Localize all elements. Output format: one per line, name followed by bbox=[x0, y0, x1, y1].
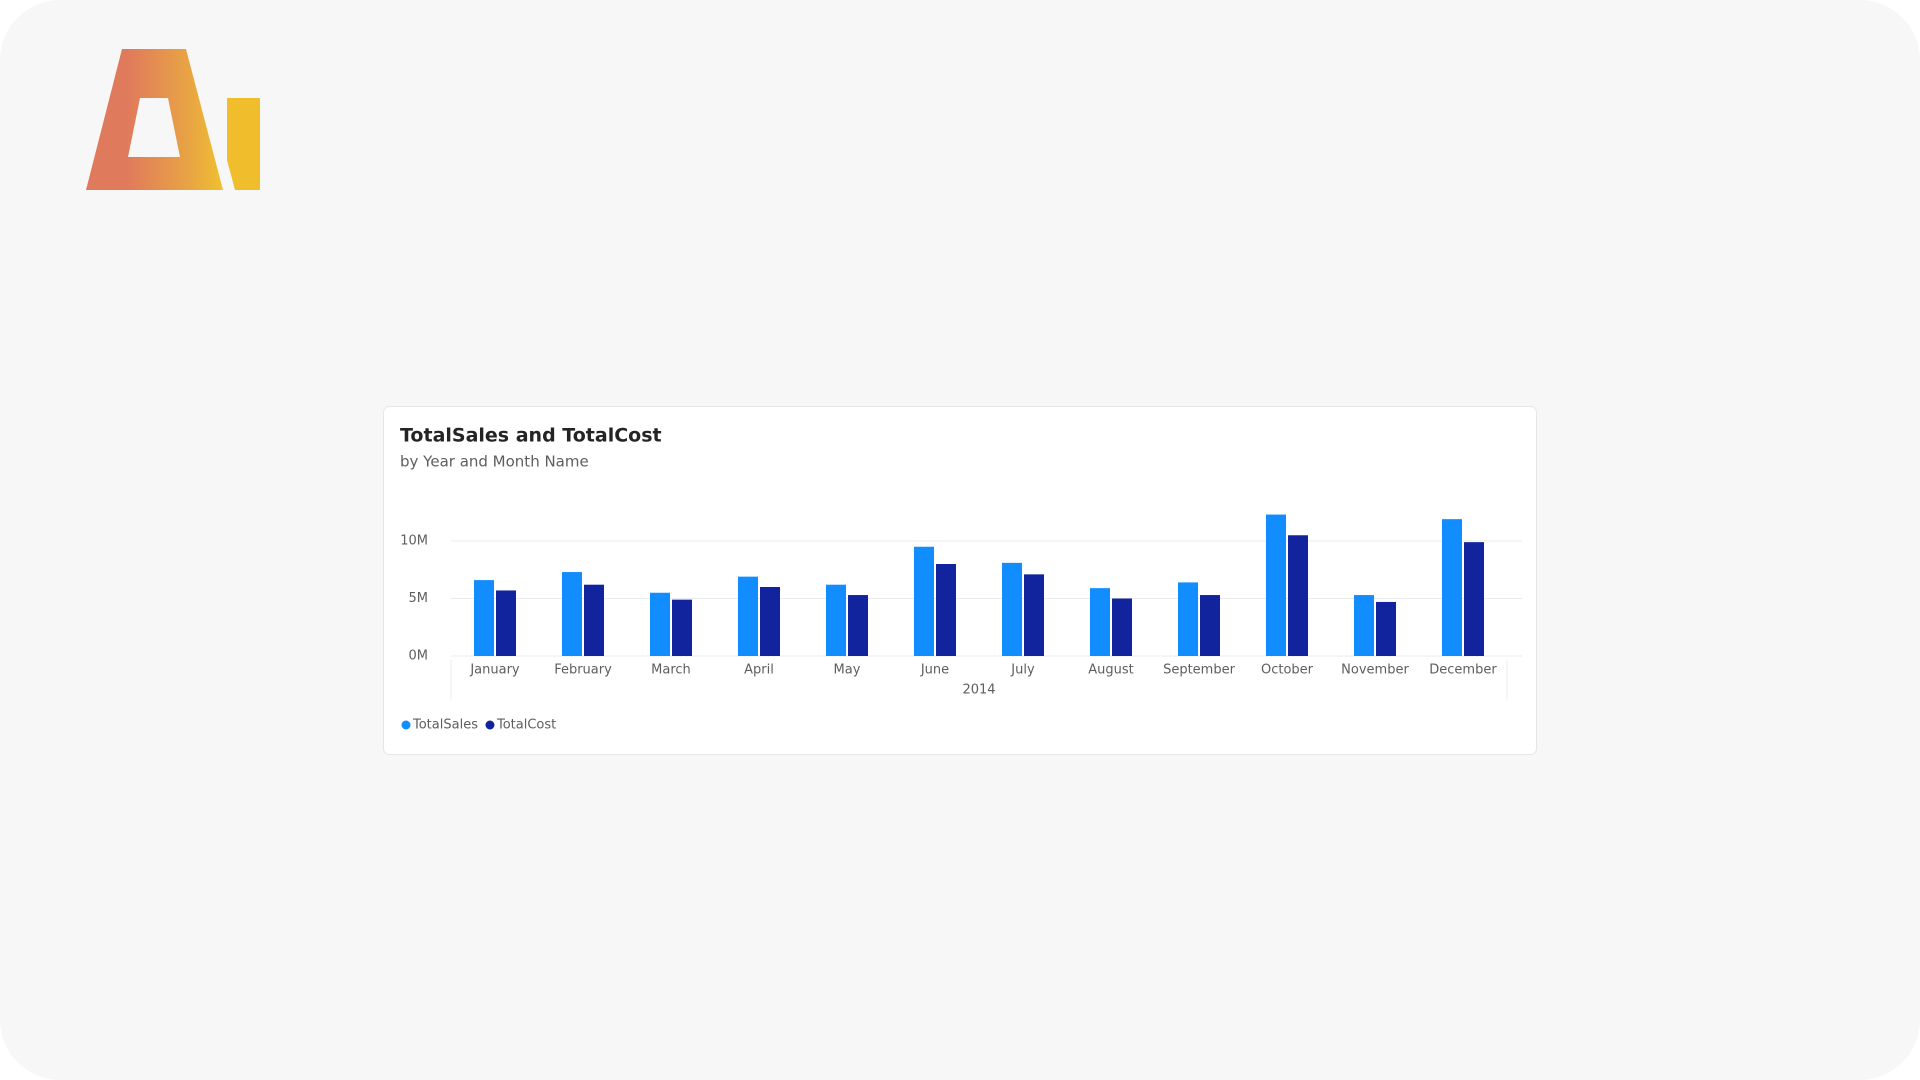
chart-title: TotalSales and TotalCost bbox=[400, 425, 662, 447]
legend-label: TotalCost bbox=[496, 718, 556, 733]
bar bbox=[562, 572, 582, 656]
bar bbox=[1266, 514, 1286, 656]
bar bbox=[1178, 582, 1198, 656]
bar bbox=[738, 576, 758, 656]
y-tick-label: 0M bbox=[409, 649, 429, 664]
legend-marker bbox=[401, 720, 411, 730]
x-tick-label: December bbox=[1429, 663, 1497, 678]
bar bbox=[1464, 542, 1484, 656]
x-tick-label: July bbox=[1010, 663, 1035, 678]
y-tick-label: 10M bbox=[400, 534, 428, 549]
x-tick-label: August bbox=[1088, 663, 1134, 678]
bar bbox=[1090, 588, 1110, 656]
bar bbox=[496, 590, 516, 656]
bar bbox=[1024, 574, 1044, 656]
bar bbox=[1112, 598, 1132, 656]
legend-marker bbox=[485, 720, 495, 730]
bar bbox=[936, 564, 956, 656]
x-tick-label: February bbox=[554, 663, 612, 678]
x-tick-label: March bbox=[651, 663, 691, 678]
x-tick-label: June bbox=[920, 663, 949, 678]
bar bbox=[826, 584, 846, 656]
x-group-label: 2014 bbox=[962, 683, 995, 698]
bar bbox=[1288, 535, 1308, 656]
chart-card bbox=[383, 406, 1537, 755]
bar bbox=[584, 584, 604, 656]
x-tick-label: November bbox=[1341, 663, 1409, 678]
bar bbox=[1376, 601, 1396, 656]
chart-subtitle: by Year and Month Name bbox=[400, 453, 589, 471]
x-tick-label: October bbox=[1261, 663, 1314, 678]
bar bbox=[848, 595, 868, 656]
x-tick-label: April bbox=[744, 663, 774, 678]
legend-label: TotalSales bbox=[412, 718, 478, 733]
x-tick-label: May bbox=[834, 663, 861, 678]
bar bbox=[1354, 595, 1374, 656]
bar bbox=[672, 599, 692, 656]
bar bbox=[1442, 519, 1462, 656]
x-tick-label: January bbox=[469, 663, 520, 678]
bar bbox=[474, 580, 494, 656]
x-tick-label: September bbox=[1163, 663, 1236, 678]
logo bbox=[86, 49, 223, 190]
logo-bar bbox=[227, 98, 260, 190]
y-tick-label: 5M bbox=[409, 591, 429, 606]
bar bbox=[914, 546, 934, 656]
bar bbox=[760, 587, 780, 656]
bar bbox=[650, 592, 670, 656]
bar bbox=[1002, 562, 1022, 656]
bar bbox=[1200, 595, 1220, 656]
